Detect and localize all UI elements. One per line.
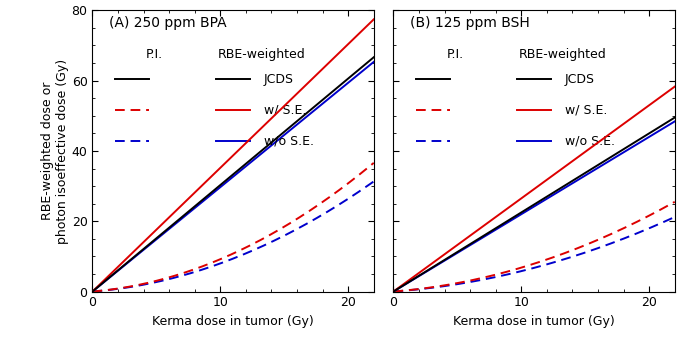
Text: RBE-weighted: RBE-weighted <box>519 48 606 61</box>
Text: JCDS: JCDS <box>264 73 294 86</box>
X-axis label: Kerma dose in tumor (Gy): Kerma dose in tumor (Gy) <box>453 315 615 328</box>
Text: w/o S.E.: w/o S.E. <box>565 135 615 148</box>
Text: (B) 125 ppm BSH: (B) 125 ppm BSH <box>410 16 530 30</box>
Text: (A) 250 ppm BPA: (A) 250 ppm BPA <box>110 16 227 30</box>
Text: w/o S.E.: w/o S.E. <box>264 135 314 148</box>
Text: P.I.: P.I. <box>447 48 464 61</box>
X-axis label: Kerma dose in tumor (Gy): Kerma dose in tumor (Gy) <box>152 315 314 328</box>
Text: w/ S.E.: w/ S.E. <box>264 104 306 117</box>
Text: RBE-weighted: RBE-weighted <box>217 48 305 61</box>
Text: w/ S.E.: w/ S.E. <box>565 104 608 117</box>
Y-axis label: RBE-weighted dose or
photon isoeffective dose (Gy): RBE-weighted dose or photon isoeffective… <box>41 58 68 244</box>
Text: P.I.: P.I. <box>146 48 163 61</box>
Text: JCDS: JCDS <box>565 73 595 86</box>
